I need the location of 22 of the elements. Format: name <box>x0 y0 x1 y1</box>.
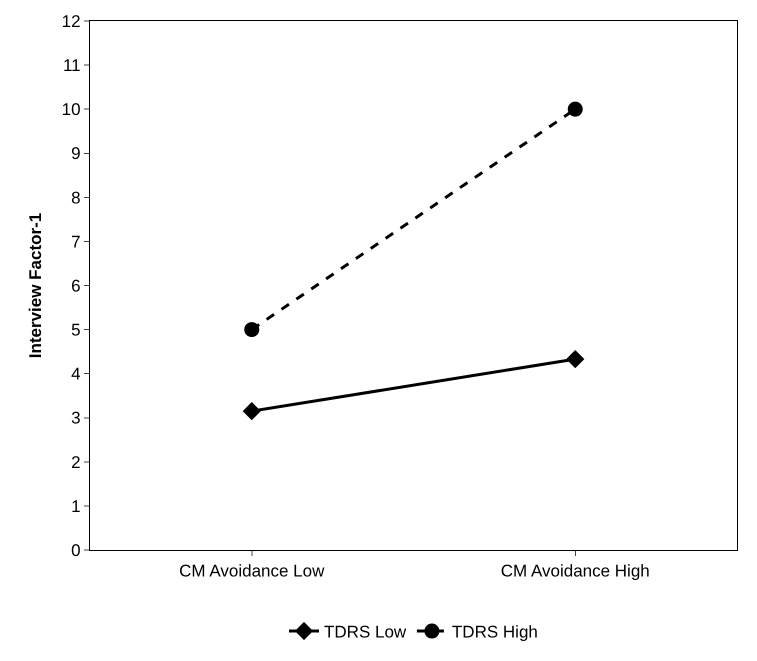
y-tick-label: 6 <box>71 276 81 296</box>
y-tick-label: 8 <box>71 188 81 208</box>
y-tick-label: 9 <box>71 144 81 164</box>
point <box>244 322 260 338</box>
legend-label: TDRS Low <box>324 622 407 642</box>
x-tick-label: CM Avoidance Low <box>179 561 326 580</box>
y-tick-label: 3 <box>71 408 81 428</box>
y-tick-label: 2 <box>71 452 81 472</box>
point <box>568 102 583 117</box>
x-tick-label: CM Avoidance High <box>500 561 650 580</box>
point <box>242 402 261 420</box>
legend-label: TDRS High <box>452 622 538 642</box>
y-tick-label: 10 <box>62 100 81 120</box>
y-axis-title: Interview Factor-1 <box>26 212 46 358</box>
y-tick-label: 5 <box>71 320 81 340</box>
y-tick-label: 12 <box>62 12 81 31</box>
y-tick-label: 0 <box>71 540 81 560</box>
point <box>566 350 584 368</box>
y-tick-label: 4 <box>71 364 81 384</box>
y-tick-label: 7 <box>71 232 81 252</box>
y-tick-label: 11 <box>62 56 81 76</box>
y-tick-label: 1 <box>71 496 81 516</box>
